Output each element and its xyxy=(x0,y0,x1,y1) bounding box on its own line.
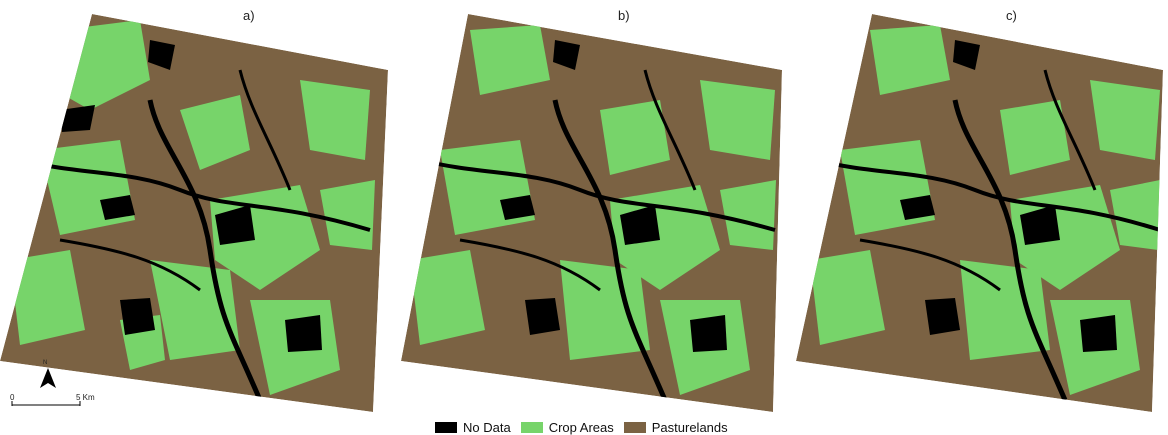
legend-item-pasturelands: Pasturelands xyxy=(623,420,728,435)
map-b-no-data xyxy=(419,40,776,401)
map-c-crop-areas xyxy=(810,25,1160,395)
scale-start-label: 0 xyxy=(10,393,15,402)
panel-label-b: b) xyxy=(618,8,630,23)
legend-label-no-data: No Data xyxy=(463,420,511,435)
map-panel-b xyxy=(401,14,782,412)
legend-swatch-pasturelands xyxy=(623,422,646,433)
map-panel-c xyxy=(796,14,1163,412)
scale-line xyxy=(11,401,81,406)
map-panel-a xyxy=(0,14,388,412)
scale-end-label: 5 Km xyxy=(76,393,95,402)
scale-bar: N 0 5 Km xyxy=(8,360,128,410)
north-label: N xyxy=(43,360,48,366)
map-c-no-data xyxy=(814,40,1161,401)
legend-item-crop-areas: Crop Areas xyxy=(520,420,614,435)
legend-label-crop-areas: Crop Areas xyxy=(548,420,614,435)
map-legend: No Data Crop Areas Pasturelands xyxy=(435,420,728,435)
legend-item-no-data: No Data xyxy=(435,420,511,435)
legend-swatch-no-data xyxy=(435,422,457,433)
legend-swatch-crop-areas xyxy=(520,422,543,433)
panel-label-a: a) xyxy=(243,8,255,23)
panel-label-c: c) xyxy=(1006,8,1017,23)
map-a-no-data xyxy=(19,40,371,401)
north-arrow-icon xyxy=(40,368,56,388)
legend-label-pasturelands: Pasturelands xyxy=(651,420,728,435)
